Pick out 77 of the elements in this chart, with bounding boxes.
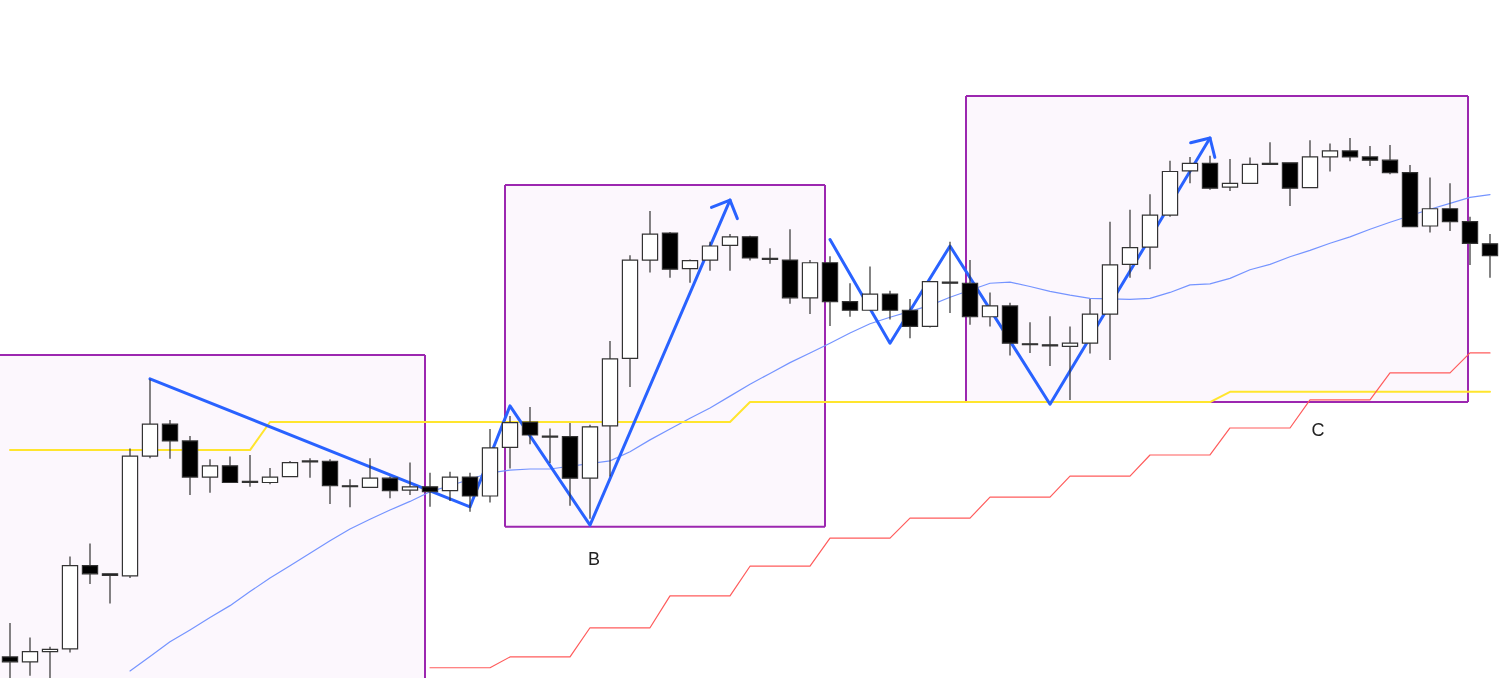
candlestick bbox=[521, 406, 539, 445]
candlestick bbox=[1421, 176, 1439, 234]
candlestick bbox=[1381, 144, 1399, 175]
candlestick bbox=[421, 472, 439, 508]
candlestick bbox=[201, 458, 219, 494]
candlestick bbox=[481, 428, 499, 504]
candlestick bbox=[621, 254, 639, 388]
candlestick bbox=[661, 231, 679, 279]
candlestick bbox=[401, 461, 419, 496]
candlestick bbox=[721, 233, 739, 272]
candlestick bbox=[1041, 315, 1059, 367]
candlestick bbox=[221, 456, 239, 484]
candlestick bbox=[1341, 137, 1359, 162]
candlestick bbox=[1061, 325, 1079, 401]
candlestick bbox=[461, 472, 479, 513]
candlestick bbox=[321, 458, 339, 505]
candlestick bbox=[681, 258, 699, 284]
candlestick bbox=[301, 457, 319, 479]
candlestick bbox=[21, 636, 39, 677]
candlestick bbox=[81, 542, 99, 585]
candlestick bbox=[1361, 145, 1379, 167]
candlestick bbox=[581, 424, 599, 520]
candlestick bbox=[281, 460, 299, 478]
candlestick bbox=[1441, 182, 1459, 232]
candlestick bbox=[881, 290, 899, 321]
candlestick bbox=[341, 478, 359, 508]
candlestick bbox=[901, 298, 919, 339]
candlestick bbox=[541, 427, 559, 464]
candlestick bbox=[1101, 221, 1119, 361]
candlestick bbox=[1261, 141, 1279, 165]
candlestick bbox=[181, 435, 199, 496]
candlestick bbox=[1461, 216, 1479, 266]
candlestick bbox=[1, 622, 19, 678]
candlestick bbox=[1081, 298, 1099, 355]
candlestick bbox=[1481, 233, 1499, 279]
candlestick bbox=[1241, 156, 1259, 184]
candlestick bbox=[141, 378, 159, 459]
candlestick bbox=[561, 422, 579, 507]
candlestick bbox=[841, 282, 859, 318]
candlestick bbox=[1221, 158, 1239, 192]
candlestick bbox=[381, 475, 399, 499]
candlestick bbox=[801, 259, 819, 315]
candlestick bbox=[821, 255, 839, 327]
candlestick bbox=[961, 259, 979, 326]
candlestick bbox=[101, 572, 119, 605]
candlestick bbox=[161, 419, 179, 460]
candlestick bbox=[641, 210, 659, 274]
candlestick bbox=[121, 447, 139, 579]
candlestick bbox=[1141, 193, 1159, 270]
candlestick bbox=[1281, 162, 1299, 207]
candlestick bbox=[1181, 156, 1199, 184]
candlestick bbox=[1161, 160, 1179, 218]
candlestick bbox=[1021, 321, 1039, 354]
candlestick bbox=[1401, 164, 1419, 228]
candlestick bbox=[1301, 139, 1319, 189]
candlestick bbox=[601, 340, 619, 478]
candlestick bbox=[761, 247, 779, 265]
candlestick bbox=[1121, 209, 1139, 279]
candlestick bbox=[981, 291, 999, 328]
candlestick bbox=[941, 241, 959, 314]
candlestick bbox=[861, 265, 879, 311]
candlestick bbox=[441, 471, 459, 502]
annotation: B bbox=[587, 549, 601, 570]
candlestick bbox=[741, 235, 759, 262]
candlestick bbox=[1001, 302, 1019, 357]
candlestick bbox=[41, 646, 59, 678]
candlestick bbox=[781, 228, 799, 305]
candlestick bbox=[241, 454, 259, 488]
candlestick bbox=[501, 415, 519, 470]
candlestick bbox=[1201, 155, 1219, 191]
candlestick bbox=[1321, 142, 1339, 173]
candlestick bbox=[61, 555, 79, 654]
candlestick bbox=[261, 467, 279, 485]
candlestick bbox=[701, 241, 719, 272]
candlestick bbox=[361, 457, 379, 488]
candlestick bbox=[921, 281, 939, 329]
annotation: C bbox=[1311, 420, 1325, 441]
